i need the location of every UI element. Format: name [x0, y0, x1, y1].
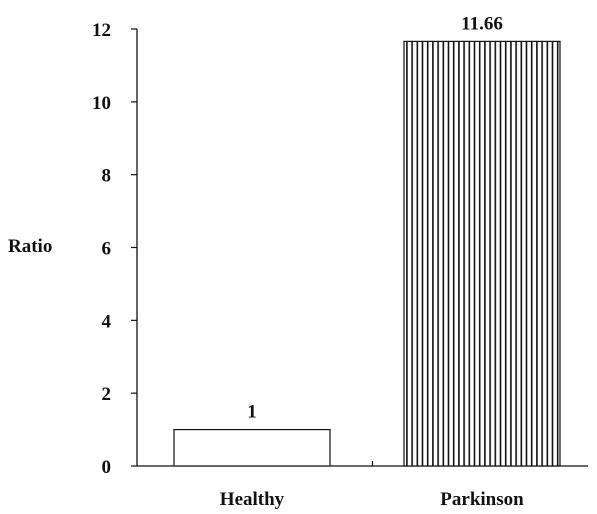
y-tick-label: 12	[92, 20, 111, 41]
y-axis-label: Ratio	[8, 236, 52, 257]
y-tick-label: 8	[102, 166, 112, 187]
y-axis: 0 2 4 6 8 10 12	[92, 20, 138, 478]
category-labels: Healthy Parkinson	[220, 489, 524, 510]
y-tick-label: 10	[92, 93, 111, 114]
y-tick-label: 0	[102, 457, 112, 478]
data-label-healthy: 1	[247, 402, 257, 423]
y-tick-label: 4	[102, 311, 112, 332]
y-tick-label: 6	[102, 239, 112, 260]
y-tick-label: 2	[102, 384, 112, 405]
bar-parkinson	[403, 40, 561, 467]
data-labels: 111.66	[247, 13, 503, 422]
data-label-parkinson: 11.66	[461, 13, 503, 34]
category-label-healthy: Healthy	[220, 489, 285, 510]
bar-healthy	[173, 428, 331, 467]
bars	[173, 40, 561, 467]
category-label-parkinson: Parkinson	[440, 489, 524, 510]
